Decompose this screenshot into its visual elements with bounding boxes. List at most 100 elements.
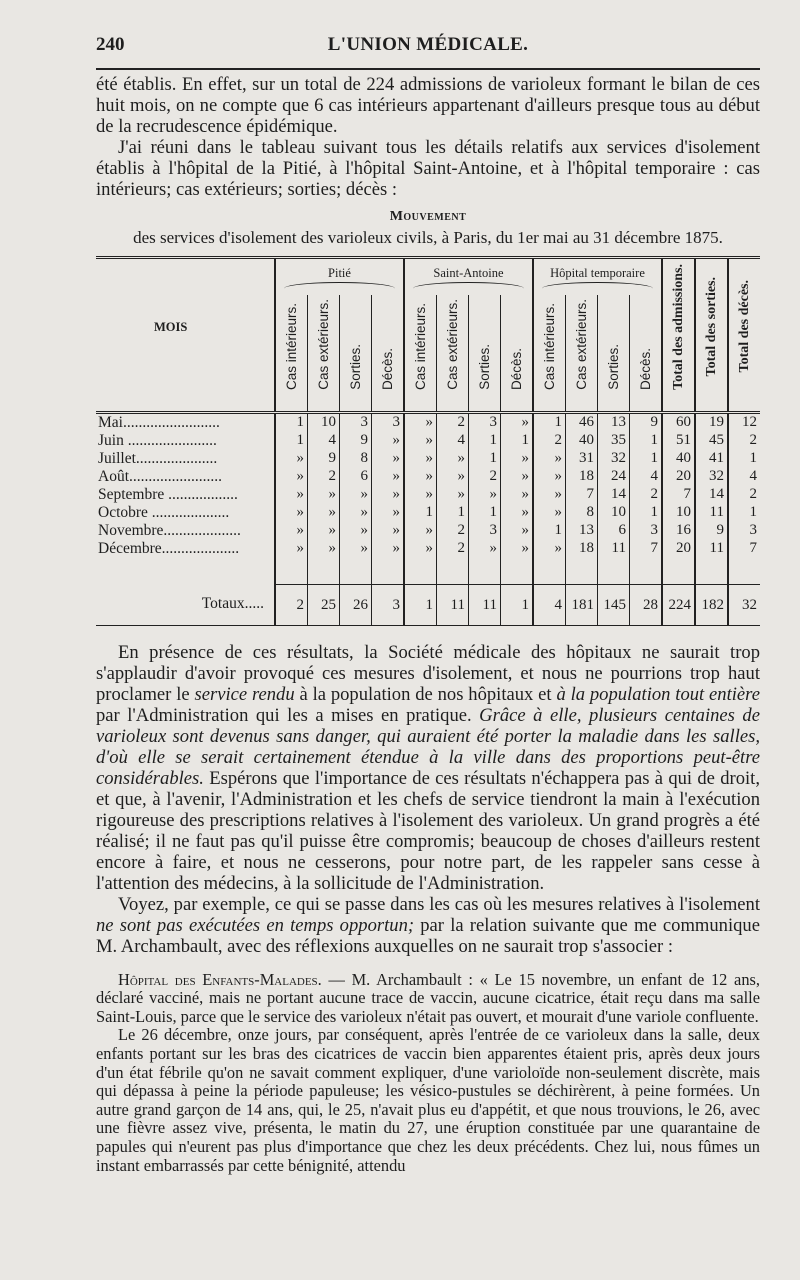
table-cell: 1	[468, 431, 501, 450]
header-separator	[96, 395, 760, 414]
table-cell: 9	[629, 412, 662, 432]
table-row: Juillet.....................» 9 8»»» 1»» 31 3…	[96, 449, 760, 468]
spacer-cell	[532, 557, 566, 585]
separator-cell	[371, 395, 404, 414]
table-cell: »	[500, 503, 533, 522]
row-label: Mai.........................	[98, 413, 220, 431]
sub-header: Cas extérieurs.	[436, 295, 469, 395]
table-cell: 3	[371, 412, 404, 432]
table-cell: »	[436, 485, 469, 504]
brace-row	[96, 281, 760, 295]
paragraph: En présence de ces résultats, la Société…	[96, 642, 760, 894]
group-header: Hôpital temporaire	[532, 257, 662, 281]
table-cell: 10	[661, 503, 695, 522]
sub-header-label: Décès.	[638, 347, 653, 390]
paragraph: Hôpital des Enfants-Malades. — M. Archam…	[96, 969, 761, 1027]
spacer-cell	[371, 557, 404, 585]
table-caption-title: Mouvement	[389, 209, 467, 224]
paragraph: Le 26 décembre, onze jours, par conséque…	[96, 1026, 760, 1175]
table-cell: 35	[597, 431, 630, 450]
separator-cell	[629, 395, 662, 414]
table-cell: 4	[436, 431, 469, 450]
table-cell: 2	[436, 521, 469, 540]
paragraph: Voyez, par exemple, ce qui se passe dans…	[96, 894, 760, 957]
separator-cell	[597, 395, 630, 414]
table-cell: 1	[468, 449, 501, 468]
table-cell: 1	[468, 503, 501, 522]
table-cell: »	[436, 467, 469, 486]
sub-header-label: Décès.	[380, 347, 395, 390]
row-label: Octobre ....................	[98, 503, 230, 521]
sub-header: Décès.	[629, 295, 662, 395]
separator-cell	[532, 395, 566, 414]
brace-line	[542, 281, 653, 295]
sub-header: Cas intérieurs.	[274, 295, 308, 395]
sub-header-label: Décès.	[509, 347, 524, 390]
table-cell: 45	[694, 431, 728, 450]
table-cell: 2	[727, 431, 760, 450]
table-cell: »	[436, 449, 469, 468]
table-cell: »	[371, 539, 404, 558]
table-cell: 4	[727, 467, 760, 486]
text-run: Le 26 décembre, onze jours, par conséque…	[96, 1025, 760, 1175]
table-cell: 4	[629, 467, 662, 486]
spacer-cell	[96, 558, 275, 585]
table-cell: 2	[727, 485, 760, 504]
table-cell: 1	[727, 449, 760, 468]
sub-header: Sorties.	[339, 295, 372, 395]
table-row: Octobre ....................»»»» 1 1 1»» 8 10…	[96, 503, 760, 522]
table-cell: 24	[597, 467, 630, 486]
table-caption-subtitle: des services d'isolement des varioleux c…	[133, 228, 723, 247]
text-run: Hôpital des Enfants-Malades.	[118, 969, 322, 989]
table-cell: »	[532, 467, 566, 486]
spacer-cell	[436, 557, 469, 585]
table-row: Septembre ..................»»»»»»»»» 7 14…	[96, 485, 760, 504]
spacer-cell	[307, 557, 340, 585]
table-cell: 3	[339, 412, 372, 432]
table-row: Juin ....................... 1 4 9»» 4 1 1 2 40 3…	[96, 431, 760, 450]
table-row: Août........................» 2 6»»» 2»» 18 2…	[96, 467, 760, 486]
table-cell: »	[500, 467, 533, 486]
sub-header: Décès.	[500, 295, 533, 395]
separator-cell	[468, 395, 501, 414]
total-header-label: Total des décès.	[736, 280, 752, 373]
spacer-row	[96, 557, 760, 585]
table-cell: »	[532, 485, 566, 504]
table-cell: »	[371, 467, 404, 486]
table-cell: 1	[500, 431, 533, 450]
text-run: — M. Archambault : « Le 15 novembre, un …	[96, 969, 761, 1026]
table-cell: 2	[436, 412, 469, 432]
table-cell: 16	[661, 521, 695, 540]
table-cell: »	[274, 485, 308, 504]
text-run: par l'Administration qui les a mises en …	[96, 704, 480, 726]
table-cell: 11	[694, 503, 728, 522]
table-cell: »	[403, 521, 437, 540]
separator-cell	[661, 395, 695, 414]
table-cell: »	[307, 521, 340, 540]
separator-cell	[307, 395, 340, 414]
text-run: à la population de nos hôpitaux et	[294, 683, 557, 705]
table-cell: 2	[274, 584, 308, 626]
total-header-label: Total des sorties.	[703, 276, 719, 377]
table-cell: »	[468, 485, 501, 504]
sub-header-label: Cas intérieurs.	[542, 302, 557, 390]
table-cell: 7	[727, 539, 760, 558]
separator-cell	[436, 395, 469, 414]
table-cell: »	[500, 521, 533, 540]
table-cell: 4	[532, 584, 566, 626]
table-cell: 14	[694, 485, 728, 504]
table-cell: 10	[307, 412, 340, 432]
table-caption: Mouvement des services d'isolement des v…	[96, 206, 760, 248]
row-label: Décembre....................	[98, 539, 240, 557]
table-cell: 8	[339, 449, 372, 468]
table-cell: 40	[565, 431, 598, 450]
group-header: Pitié	[274, 257, 404, 281]
table-cell: »	[500, 449, 533, 468]
table-cell: »	[274, 449, 308, 468]
sub-header-label: Cas intérieurs.	[413, 302, 428, 390]
text-run: J'ai réuni dans le tableau suivant tous …	[96, 137, 760, 200]
header-rule	[96, 68, 760, 70]
brace-line	[413, 281, 524, 295]
table-cell: 1	[532, 521, 566, 540]
separator-cell	[694, 395, 728, 414]
